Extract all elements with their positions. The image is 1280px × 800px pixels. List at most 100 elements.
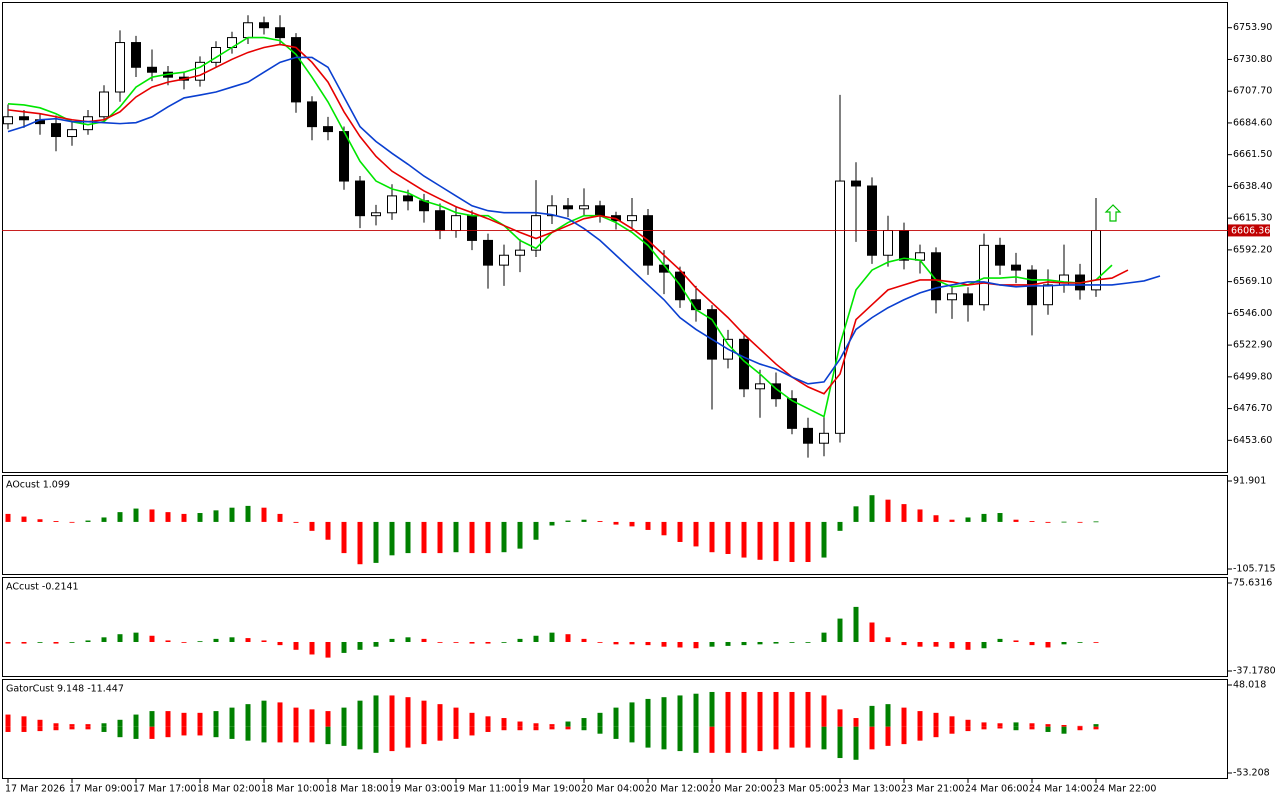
gator-bar: [117, 719, 123, 727]
histogram-bar: [709, 521, 715, 553]
candle-body: [963, 293, 973, 306]
gator-bar: [357, 726, 363, 750]
gator-bar: [293, 726, 299, 743]
histogram-bar: [357, 521, 363, 565]
gator-bar: [741, 726, 747, 753]
histogram-bar: [933, 515, 939, 522]
gator-bar: [5, 726, 11, 732]
gator-bar: [85, 724, 91, 727]
gator-bar: [165, 726, 171, 738]
histogram-bar: [805, 521, 811, 563]
histogram-bar: [101, 637, 107, 642]
histogram-bar: [373, 641, 379, 647]
histogram-bar: [85, 520, 91, 522]
histogram-bar: [853, 506, 859, 522]
candle-body: [707, 309, 717, 360]
gator-bar: [85, 726, 91, 730]
candle-body: [995, 244, 1005, 266]
histogram-bar: [1061, 641, 1067, 645]
histogram-bar: [757, 641, 763, 645]
gator-bar: [837, 726, 843, 759]
histogram-bar: [581, 519, 587, 522]
gator-bar: [133, 726, 139, 739]
gator-bar: [101, 723, 107, 727]
histogram-bar: [5, 513, 11, 522]
gator-bar: [709, 726, 715, 753]
gator-bar: [1045, 724, 1051, 727]
x-tick-label: 23 Mar 21:00: [901, 784, 964, 795]
candle-body: [979, 244, 989, 306]
gator-bar: [1077, 725, 1083, 727]
gator-bar: [69, 724, 75, 727]
moving-average-line: [7, 43, 1129, 395]
gator-bar: [213, 711, 219, 727]
gator-bar: [501, 726, 507, 731]
histogram-bar: [597, 521, 603, 522]
ac-panel-frame: [2, 577, 1228, 677]
y-tick-label: 6522.90: [1233, 340, 1272, 351]
y-tick-label: 91.901: [1233, 476, 1266, 487]
histogram-bar: [309, 641, 315, 655]
gator-bar: [453, 707, 459, 727]
candle-body: [547, 205, 557, 217]
gator-bar: [869, 726, 875, 750]
histogram-bar: [437, 521, 443, 554]
gator-bar: [1029, 723, 1035, 727]
histogram-bar: [181, 513, 187, 522]
gator-bar: [53, 723, 59, 727]
histogram-bar: [1061, 521, 1067, 523]
x-tick-label: 24 Mar 06:00: [965, 784, 1028, 795]
gator-bar: [309, 726, 315, 743]
histogram-bar: [357, 641, 363, 650]
gator-bar: [757, 691, 763, 727]
candle-body: [579, 205, 589, 210]
histogram-bar: [549, 521, 555, 526]
gator-bar: [773, 691, 779, 727]
y-tick-label: -53.208: [1233, 768, 1270, 779]
gator-bar: [469, 726, 475, 736]
histogram-bar: [229, 507, 235, 522]
gator-bar: [613, 707, 619, 727]
y-tick-label: 6476.70: [1233, 403, 1272, 414]
histogram-bar: [293, 521, 299, 523]
gator-bar: [901, 707, 907, 727]
histogram-bar: [421, 638, 427, 642]
histogram-bar: [981, 513, 987, 522]
histogram-bar: [613, 641, 619, 645]
histogram-bar: [709, 641, 715, 647]
gator-bar: [309, 709, 315, 727]
gator-bar: [677, 695, 683, 727]
histogram-bar: [821, 632, 827, 642]
histogram-bar: [213, 638, 219, 642]
candle-body: [307, 101, 317, 128]
histogram-bar: [389, 521, 395, 556]
candle-body: [371, 212, 381, 217]
main-panel-frame: [2, 2, 1228, 473]
histogram-bar: [421, 521, 427, 554]
histogram-bar: [165, 512, 171, 522]
candle-body: [1027, 269, 1037, 306]
histogram-bar: [757, 521, 763, 560]
histogram-bar: [629, 641, 635, 645]
gator-bar: [1045, 726, 1051, 732]
indicator-title: AOcust 1.099: [6, 480, 70, 491]
histogram-bar: [517, 638, 523, 642]
gator-bar: [725, 691, 731, 727]
y-tick-label: -105.715: [1233, 564, 1276, 575]
histogram-bar: [5, 641, 11, 644]
candle-body: [835, 180, 845, 434]
gator-bar: [853, 726, 859, 760]
histogram-bar: [197, 641, 203, 643]
gator-bar: [37, 719, 43, 727]
moving-average-line: [7, 36, 1113, 418]
histogram-bar: [53, 641, 59, 644]
gator-bar: [453, 726, 459, 739]
gator-bar: [181, 712, 187, 727]
histogram-bar: [277, 513, 283, 522]
y-tick-label: 6569.10: [1233, 276, 1272, 287]
candle-body: [403, 195, 413, 202]
gator-bar: [693, 726, 699, 753]
histogram-bar: [789, 521, 795, 563]
gator-bar: [21, 726, 27, 732]
histogram-bar: [789, 641, 795, 643]
